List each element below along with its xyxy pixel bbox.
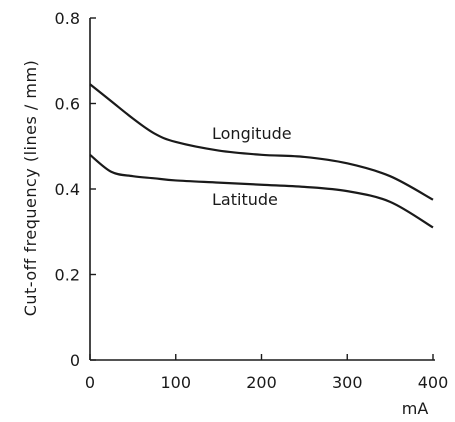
axes bbox=[89, 18, 435, 361]
y-tick-label: 0 bbox=[70, 351, 80, 370]
y-tick-label: 0.2 bbox=[55, 266, 80, 285]
x-axis-title: mA bbox=[402, 399, 429, 418]
ticks: 0 100 200 300 400 0 0.2 0.4 0.6 0.8 bbox=[55, 9, 449, 392]
y-tick-label: 0.4 bbox=[55, 180, 80, 199]
series-label-latitude: Latitude bbox=[212, 190, 278, 209]
y-axis-title: Cut-off frequency (lines / mm) bbox=[21, 60, 40, 317]
x-tick-label: 300 bbox=[332, 373, 363, 392]
series-line-latitude bbox=[89, 153, 434, 229]
series-group bbox=[89, 83, 434, 229]
series-line-longitude bbox=[89, 83, 434, 201]
x-tick-label: 100 bbox=[160, 373, 191, 392]
x-tick-label: 200 bbox=[246, 373, 277, 392]
series-label-longitude: Longitude bbox=[212, 124, 292, 143]
x-tick-label: 0 bbox=[85, 373, 95, 392]
y-tick-label: 0.8 bbox=[55, 9, 80, 28]
y-tick-label: 0.6 bbox=[55, 95, 80, 114]
x-tick-label: 400 bbox=[418, 373, 449, 392]
